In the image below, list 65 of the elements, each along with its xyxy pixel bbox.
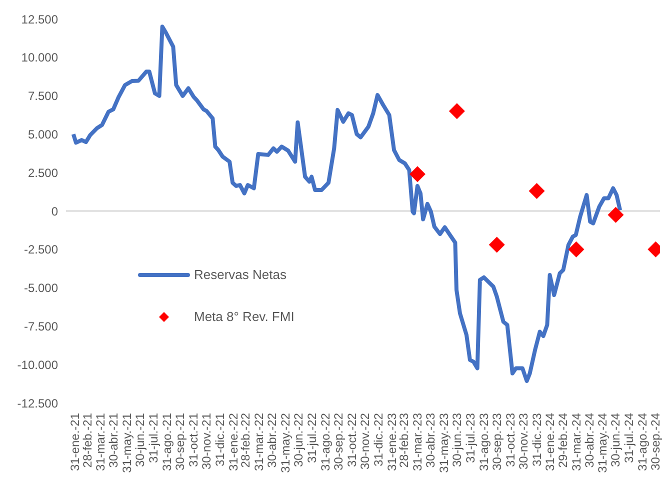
point (528, 183, 545, 200)
x-tick-label: 30-abr.-23 (423, 412, 438, 468)
x-tick-label: 31-oct.-23 (503, 412, 518, 468)
point (608, 206, 624, 223)
x-tick-label: 30-nov.-22 (358, 412, 372, 470)
x-tick-label: 30-abr.-21 (106, 412, 121, 468)
y-tick-label: 12.500 (21, 12, 58, 26)
point (488, 236, 505, 253)
x-tick-label: 31-may.-24 (596, 412, 610, 473)
x-tick-label: 31-dic.-21 (213, 412, 228, 466)
x-tick-label: 31-ago.-22 (318, 412, 332, 472)
x-tick-label: 31-jul.-24 (622, 412, 636, 464)
x-tick-label: 31-jul.-21 (146, 412, 161, 464)
x-tick-label: 31-dic.-22 (371, 412, 386, 466)
x-tick-label: 30-jun.-23 (450, 412, 464, 468)
x-tick-label: 30-sep.-22 (331, 412, 346, 470)
y-tick-label: 7.500 (28, 89, 58, 104)
x-tick-label: 30-sep.-24 (648, 412, 663, 470)
x-tick-label: 30-abr.-24 (582, 412, 596, 468)
x-tick-label: 31-ene.-22 (226, 412, 240, 472)
y-tick-label: -7.500 (24, 319, 58, 334)
x-tick-label: 30-jun.-22 (292, 412, 306, 468)
x-tick-label: 30-nov.-21 (200, 412, 214, 470)
x-tick-label: 31-may.-22 (278, 412, 293, 473)
x-tick-label: 31-may.-23 (436, 412, 451, 473)
x-tick-label: 31-ago.-24 (636, 412, 650, 472)
x-tick-label: 31-mar.-21 (94, 412, 108, 472)
x-tick-label: 31-mar.-24 (569, 412, 584, 472)
x-tick-label: 29-feb.-24 (556, 412, 570, 468)
x-tick-label: 31-ene.-21 (68, 412, 82, 472)
x-tick-label: 31-mar.-23 (410, 412, 424, 472)
legend-label: Reservas Netas (194, 267, 286, 282)
x-tick-label: 31-jul.-23 (463, 412, 478, 464)
x-tick-label: 30-jun.-21 (133, 412, 148, 468)
point (448, 103, 465, 120)
x-tick-label: 31-jul.-22 (305, 412, 320, 464)
x-tick-label: 31-oct.-22 (344, 412, 359, 468)
x-tick-label: 31-may.-21 (120, 412, 134, 473)
y-tick-label: 2.500 (28, 166, 58, 180)
x-tick-label: 28-feb.-23 (397, 412, 412, 468)
x-tick-label: 30-jun.-24 (608, 412, 623, 468)
x-tick-label: 31-ene.-24 (543, 412, 558, 472)
x-tick-label: 28-feb.-22 (238, 412, 253, 468)
x-tick-label: 31-oct.-21 (186, 412, 201, 468)
legend-label: Meta 8° Rev. FMI (194, 309, 294, 324)
line-series (71, 24, 622, 384)
point (568, 241, 584, 258)
x-tick-label: 30-abr.-22 (265, 412, 280, 468)
x-tick-label: 31-mar.-22 (252, 412, 266, 472)
y-tick-label: -12.500 (17, 396, 58, 410)
y-tick-label: 0 (51, 204, 58, 218)
x-tick-label: 28-feb.-21 (80, 412, 94, 468)
point (409, 166, 426, 182)
y-tick-label: -2.500 (24, 242, 58, 257)
x-tick-label: 31-dic.-23 (530, 412, 544, 466)
x-tick-label: 31-ago.-23 (476, 412, 491, 472)
x-tick-label: 30-nov.-23 (516, 412, 530, 470)
y-tick-label: 5.000 (28, 127, 58, 142)
x-tick-label: 30-sep.-23 (490, 412, 504, 470)
x-tick-label: 30-sep.-21 (173, 412, 188, 470)
x-tick-label: 31-ago.-21 (160, 412, 174, 472)
y-tick-label: -10.000 (17, 358, 58, 372)
y-tick-label: 10.000 (21, 50, 58, 65)
x-tick-label: 31-ene.-23 (384, 412, 399, 472)
y-tick-label: -5.000 (24, 281, 58, 296)
